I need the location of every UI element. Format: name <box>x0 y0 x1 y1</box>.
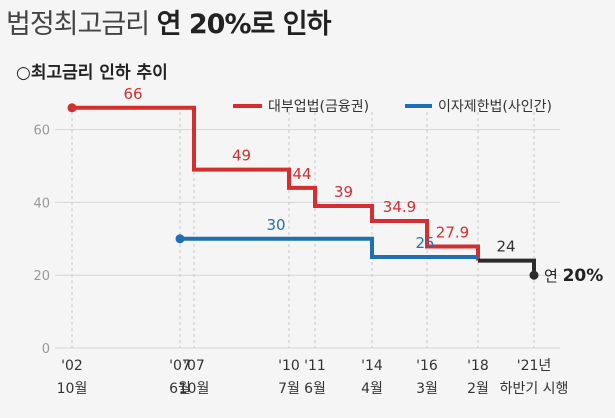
data-label-combined: 24 <box>496 238 515 256</box>
legend-label-daebu: 대부업법(금융권) <box>268 99 369 115</box>
data-label-daebu: 27.9 <box>436 223 469 241</box>
x-tick-year: '07 <box>183 358 205 374</box>
data-label-daebu: 39 <box>334 183 353 201</box>
series-line-combined <box>478 258 536 276</box>
final-rate-prefix: 연 <box>544 267 563 285</box>
x-tick-year: '11 <box>304 358 326 374</box>
x-tick-month: 10월 <box>57 381 88 397</box>
x-tick-year: '18 <box>467 358 489 374</box>
data-label-daebu: 66 <box>123 85 142 103</box>
x-tick-month: 2월 <box>467 381 489 397</box>
data-label-ija: 25 <box>415 234 434 252</box>
series-line-ija <box>180 236 478 259</box>
chart-title: ○최고금리 인하 추이 <box>16 63 168 83</box>
y-tick-label: 0 <box>42 342 50 357</box>
x-tick-year: '16 <box>416 358 438 374</box>
x-tick-year: '21년 <box>517 358 552 374</box>
x-tick-month: 4월 <box>361 381 383 397</box>
x-tick-month: 하반기 시행 <box>500 381 569 397</box>
final-rate-label: 연 20% <box>544 266 603 286</box>
headline: 법정최고금리 연 20%로 인하 <box>6 2 332 41</box>
x-tick-year: '02 <box>61 358 83 374</box>
legend-label-ija: 이자제한법(사인간) <box>438 99 552 115</box>
x-tick-month: 6월 <box>169 381 191 397</box>
x-tick-month: 7월 <box>278 381 300 397</box>
series-start-point-daebu <box>67 103 77 113</box>
series-start-point-ija <box>175 234 185 244</box>
headline-bold: 연 20%로 인하 <box>156 9 332 40</box>
y-tick-label: 40 <box>33 196 50 211</box>
x-tick-month: 3월 <box>416 381 438 397</box>
headline-light: 법정최고금리 <box>6 9 150 40</box>
data-label-daebu: 34.9 <box>383 198 416 216</box>
series-line-daebu <box>72 105 480 261</box>
data-label-daebu: 49 <box>232 147 251 165</box>
x-tick-month: 10월 <box>179 381 210 397</box>
x-tick-year: '14 <box>361 358 383 374</box>
y-tick-label: 60 <box>33 124 50 139</box>
series-end-point-combined <box>529 270 539 280</box>
x-tick-year: '10 <box>278 358 300 374</box>
final-rate-value: 20% <box>563 266 604 286</box>
x-tick-year: '07 <box>169 358 191 374</box>
data-label-daebu: 44 <box>292 165 311 183</box>
data-label-ija: 30 <box>266 216 285 234</box>
x-tick-month: 6월 <box>304 381 326 397</box>
y-tick-label: 20 <box>33 269 50 284</box>
